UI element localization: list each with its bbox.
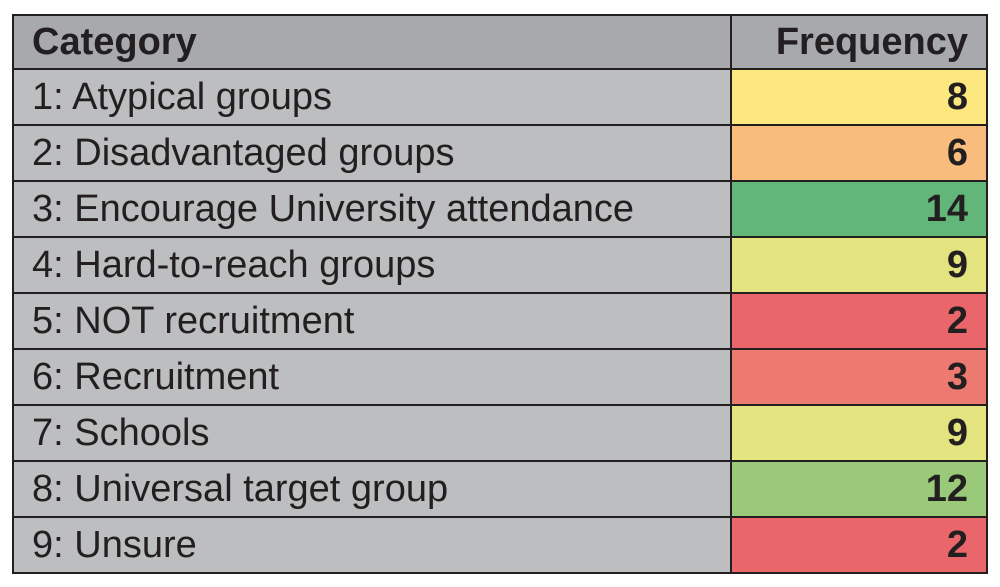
table-row: 5: NOT recruitment 2 [12,294,988,350]
category-cell: 7: Schools [12,406,732,462]
table-row: 8: Universal target group 12 [12,462,988,518]
table-row: 4: Hard-to-reach groups 9 [12,238,988,294]
category-cell: 6: Recruitment [12,350,732,406]
frequency-cell: 9 [732,406,988,462]
frequency-cell: 6 [732,126,988,182]
frequency-cell: 2 [732,518,988,574]
frequency-cell: 2 [732,294,988,350]
table-header-row: Category Frequency [12,14,988,70]
category-cell: 3: Encourage University attendance [12,182,732,238]
frequency-table-container: Category Frequency 1: Atypical groups 8 … [12,14,988,574]
table-row: 2: Disadvantaged groups 6 [12,126,988,182]
category-cell: 2: Disadvantaged groups [12,126,732,182]
frequency-cell: 9 [732,238,988,294]
frequency-cell: 3 [732,350,988,406]
table-row: 7: Schools 9 [12,406,988,462]
table-row: 6: Recruitment 3 [12,350,988,406]
category-cell: 5: NOT recruitment [12,294,732,350]
table-row: 1: Atypical groups 8 [12,70,988,126]
table-row: 9: Unsure 2 [12,518,988,574]
category-cell: 9: Unsure [12,518,732,574]
category-cell: 8: Universal target group [12,462,732,518]
frequency-column-header: Frequency [732,14,988,70]
category-cell: 4: Hard-to-reach groups [12,238,732,294]
table-row: 3: Encourage University attendance 14 [12,182,988,238]
frequency-cell: 8 [732,70,988,126]
category-cell: 1: Atypical groups [12,70,732,126]
frequency-table: Category Frequency 1: Atypical groups 8 … [12,14,988,574]
frequency-cell: 14 [732,182,988,238]
frequency-cell: 12 [732,462,988,518]
category-column-header: Category [12,14,732,70]
